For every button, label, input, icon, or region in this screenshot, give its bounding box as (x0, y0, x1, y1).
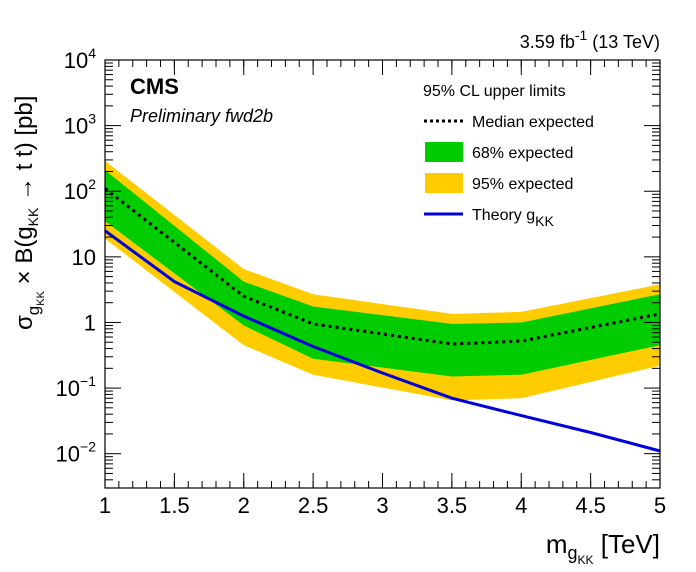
y-tick-label: 103 (64, 111, 96, 139)
y-tick-label: 10−1 (56, 373, 97, 401)
x-tick-label: 2 (238, 493, 250, 518)
x-tick-label: 1 (99, 493, 111, 518)
legend-title: 95% CL upper limits (423, 83, 566, 100)
lines-layer (104, 187, 661, 453)
x-tick-label: 4 (515, 493, 527, 518)
legend-95-swatch (425, 173, 463, 193)
theory-line (104, 229, 661, 453)
y-tick-label: 104 (64, 45, 96, 73)
legend-68-swatch (425, 142, 463, 162)
experiment-label: CMS (130, 74, 179, 99)
x-tick-label: 3 (376, 493, 388, 518)
band-68-expected (105, 170, 660, 377)
legend-95-label: 95% expected (472, 176, 573, 193)
luminosity-label: 3.59 fb-1 (13 TeV) (520, 27, 660, 52)
median-expected-line (104, 187, 661, 346)
x-tick-label: 2.5 (298, 493, 329, 518)
x-tick-label: 5 (654, 493, 666, 518)
y-tick-label: 1 (84, 310, 96, 335)
y-tick-label: 10 (72, 245, 96, 270)
bands-layer (105, 160, 660, 401)
y-axis-title: σgKK × B(gKK → t t) [pb] (11, 96, 47, 330)
legend-68-label: 68% expected (472, 145, 573, 162)
x-axis-title: mgKK [TeV] (546, 529, 660, 567)
x-tick-label: 3.5 (437, 493, 468, 518)
y-tick-label: 102 (64, 176, 96, 204)
legend-theory-label: Theory gKK (472, 207, 554, 229)
x-tick-label: 4.5 (575, 493, 606, 518)
x-tick-label: 1.5 (159, 493, 190, 518)
legend-median-label: Median expected (472, 114, 594, 131)
y-tick-label: 10−2 (56, 439, 97, 467)
subtitle-label: Preliminary fwd2b (130, 106, 273, 126)
legend: 95% CL upper limits Median expected 68% … (423, 83, 594, 229)
